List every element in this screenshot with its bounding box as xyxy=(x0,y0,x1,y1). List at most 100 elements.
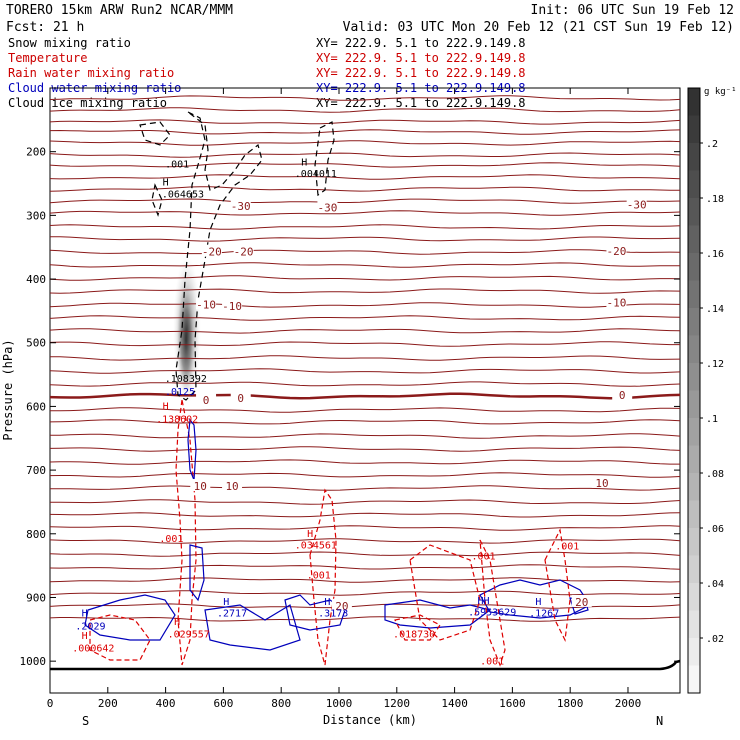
axes: 0 200 400 600 800 1000 1200 1400 1600 1800 2000200… xyxy=(20,88,680,710)
colorbar-cell xyxy=(688,445,700,474)
isotherm-line xyxy=(49,564,681,570)
x-tick-label: 400 xyxy=(156,697,176,710)
maximum-label: .000642 xyxy=(72,644,114,655)
maximum-label: .001 xyxy=(307,570,331,581)
y-axis-title: Pressure (hPa) xyxy=(1,339,15,440)
contour-line xyxy=(384,599,492,629)
isotherm-line xyxy=(49,95,681,101)
maximum-label: H xyxy=(535,597,541,608)
x-tick-label: 1800 xyxy=(557,697,584,710)
contour-line xyxy=(309,488,337,666)
maximum-label: H xyxy=(324,597,330,608)
contour-line xyxy=(409,544,481,641)
maximum-label: H xyxy=(163,402,169,413)
x-tick-label: 1000 xyxy=(326,697,353,710)
isotherm-label-bg xyxy=(222,298,243,311)
isotherm-line xyxy=(49,224,681,230)
x-axis-title: Distance (km) xyxy=(323,713,417,727)
maximum-label: H xyxy=(223,597,229,608)
isotherm-line xyxy=(49,129,681,135)
contour-line xyxy=(175,111,263,401)
isotherm-line xyxy=(49,210,681,216)
colorbar-cell xyxy=(688,308,700,336)
maximum-label: .029557 xyxy=(168,630,210,641)
isotherm-line xyxy=(49,459,680,465)
legend-label: Cloud ice mixing ratio xyxy=(8,96,167,110)
maxima-labels: .001H.064653H.004011.108392.0125H.138602… xyxy=(72,158,579,668)
isotherm-line xyxy=(49,590,681,596)
contour-line xyxy=(544,528,571,643)
maximum-label: H xyxy=(174,617,180,628)
isotherm-line xyxy=(49,119,681,125)
maximum-label: .108392 xyxy=(165,374,207,385)
isotherm-label: -10 xyxy=(196,299,216,312)
isotherm-labels: -30 -30 -30 -20 -20 -20 -10 -10 -10 0 0 0 10 10 10 20 20 xyxy=(190,197,647,613)
isotherm-label-bg xyxy=(230,198,251,211)
isotherm-line xyxy=(49,512,681,518)
isotherm-line xyxy=(49,107,681,113)
colorbar-cell xyxy=(688,335,700,364)
colorbar-cell xyxy=(688,500,700,529)
temperature-isotherms xyxy=(49,95,681,622)
isotherm-line xyxy=(49,186,680,192)
colorbar-tick-label: .2 xyxy=(706,139,718,150)
isotherm-label-bg xyxy=(201,244,222,257)
snow-shading-halo xyxy=(173,255,201,405)
isotherm-line xyxy=(49,603,681,609)
contour-line xyxy=(204,604,301,651)
y-tick-label: 200 xyxy=(26,146,46,159)
legend-xy: XY= 222.9. 5.1 to 222.9.149.8 xyxy=(316,51,526,65)
colorbar-cell xyxy=(688,473,700,501)
colorbar-cell xyxy=(688,198,700,226)
isotherm-label: 0 xyxy=(237,392,244,405)
isotherm-label: 0 xyxy=(203,394,210,407)
colorbar-cell xyxy=(688,280,700,309)
isotherm-line xyxy=(49,525,681,531)
x-tick-label: 1200 xyxy=(384,697,411,710)
isotherm-label: -20 xyxy=(234,246,254,259)
colorbar-cell xyxy=(688,528,700,556)
isotherm-line xyxy=(49,315,681,321)
model-title: TORERO 15km ARW Run2 NCAR/MMM xyxy=(6,3,233,18)
maximum-label: H xyxy=(82,609,88,620)
maximum-label: H xyxy=(82,631,88,642)
maximum-label: H xyxy=(307,529,313,540)
isotherm-line xyxy=(49,236,681,242)
isotherm-label: 10 xyxy=(595,477,608,490)
colorbar-tick-label: .04 xyxy=(706,579,724,590)
maximum-label: HH xyxy=(477,596,489,607)
colorbar-unit: g kg⁻¹ xyxy=(704,87,737,97)
maximum-label: .1267 xyxy=(529,609,559,620)
isotherm-line xyxy=(50,499,681,505)
contour-line xyxy=(84,594,176,641)
colorbar-tick-label: .06 xyxy=(706,524,724,535)
colorbar-cell xyxy=(688,418,700,446)
maximum-label: .3173 xyxy=(318,609,348,620)
contour-line xyxy=(479,539,506,667)
colorbar: g kg⁻¹ .02 .04 .06 .08 .1 .12 .14 .16 .18 .2 xyxy=(687,87,737,694)
colorbar-tick-label: .14 xyxy=(706,304,724,315)
contour-line xyxy=(139,121,171,146)
isotherm-label-bg xyxy=(233,244,254,257)
x-tick-label: 600 xyxy=(213,697,233,710)
x-tick-label: 1600 xyxy=(499,697,526,710)
isotherm-line xyxy=(49,407,681,413)
colorbar-cell xyxy=(688,583,700,611)
maximum-label: .004011 xyxy=(295,169,337,180)
isotherm-line xyxy=(49,262,680,268)
maximum-label: .2029 xyxy=(75,621,105,632)
contour-line xyxy=(189,544,205,602)
maximum-label: .2717 xyxy=(217,609,247,620)
isotherm-line xyxy=(49,446,681,452)
isotherm-label-bg xyxy=(612,387,633,400)
y-tick-label: 800 xyxy=(26,528,46,541)
isotherm-label: -20 xyxy=(606,245,626,258)
y-tick-label: 400 xyxy=(26,273,46,286)
maximum-label: .001 xyxy=(159,534,183,545)
maximum-label: .0125 xyxy=(165,387,195,398)
y-tick-label: 500 xyxy=(26,337,46,350)
x-tick-label: 0 xyxy=(47,697,54,710)
contour-line xyxy=(151,183,163,217)
contour-line xyxy=(394,614,441,641)
